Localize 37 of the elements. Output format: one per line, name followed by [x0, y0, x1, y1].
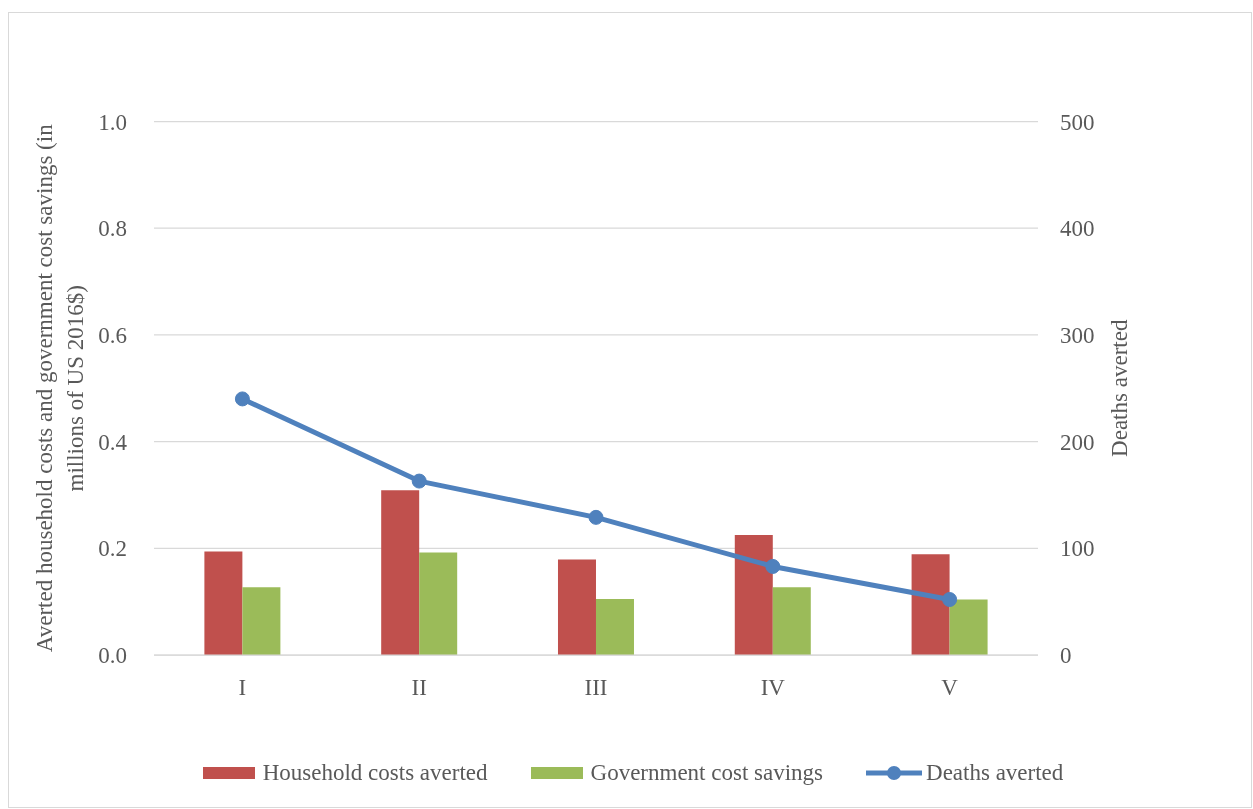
- y-tick-label: 1.0: [98, 109, 127, 135]
- x-tick-label: IV: [760, 675, 786, 701]
- y2-tick-label: 300: [1060, 323, 1095, 349]
- legend-label: Deaths averted: [926, 760, 1064, 786]
- y2-axis-title: Deaths averted: [1106, 319, 1132, 457]
- y-tick-label: 0.4: [98, 429, 128, 455]
- bar: [557, 559, 596, 655]
- point: [588, 509, 604, 525]
- y-tick-label: 0.0: [98, 643, 127, 669]
- y-tick-label: 0.6: [98, 323, 127, 349]
- x-tick-label: V: [941, 675, 959, 701]
- bar: [734, 534, 773, 655]
- point: [765, 558, 781, 574]
- y-tick-label: 0.2: [98, 536, 127, 562]
- point: [234, 391, 250, 407]
- bar: [595, 598, 634, 655]
- y2-tick-label: 500: [1060, 109, 1095, 135]
- x-tick-label: III: [584, 675, 608, 701]
- x-tick-label: II: [411, 675, 427, 701]
- bar: [419, 552, 458, 655]
- bar: [949, 599, 988, 655]
- y-axis-title: Averted household costs and government cost savings (in millions of US 2016$): [31, 123, 88, 653]
- legend-label: Household costs averted: [262, 760, 488, 786]
- point: [411, 473, 427, 489]
- bar: [204, 551, 243, 655]
- y2-tick-label: 0: [1060, 643, 1072, 669]
- bar: [242, 587, 281, 655]
- bar: [381, 490, 420, 655]
- y2-tick-label: 100: [1060, 536, 1095, 562]
- y2-tick-label: 200: [1060, 429, 1095, 455]
- y-tick-label: 0.8: [98, 216, 127, 242]
- legend-label: Government cost savings: [590, 760, 824, 786]
- point: [942, 592, 958, 608]
- x-tick-label: I: [238, 675, 247, 701]
- bar: [911, 554, 950, 655]
- bar: [772, 587, 811, 655]
- y2-tick-label: 400: [1060, 216, 1095, 242]
